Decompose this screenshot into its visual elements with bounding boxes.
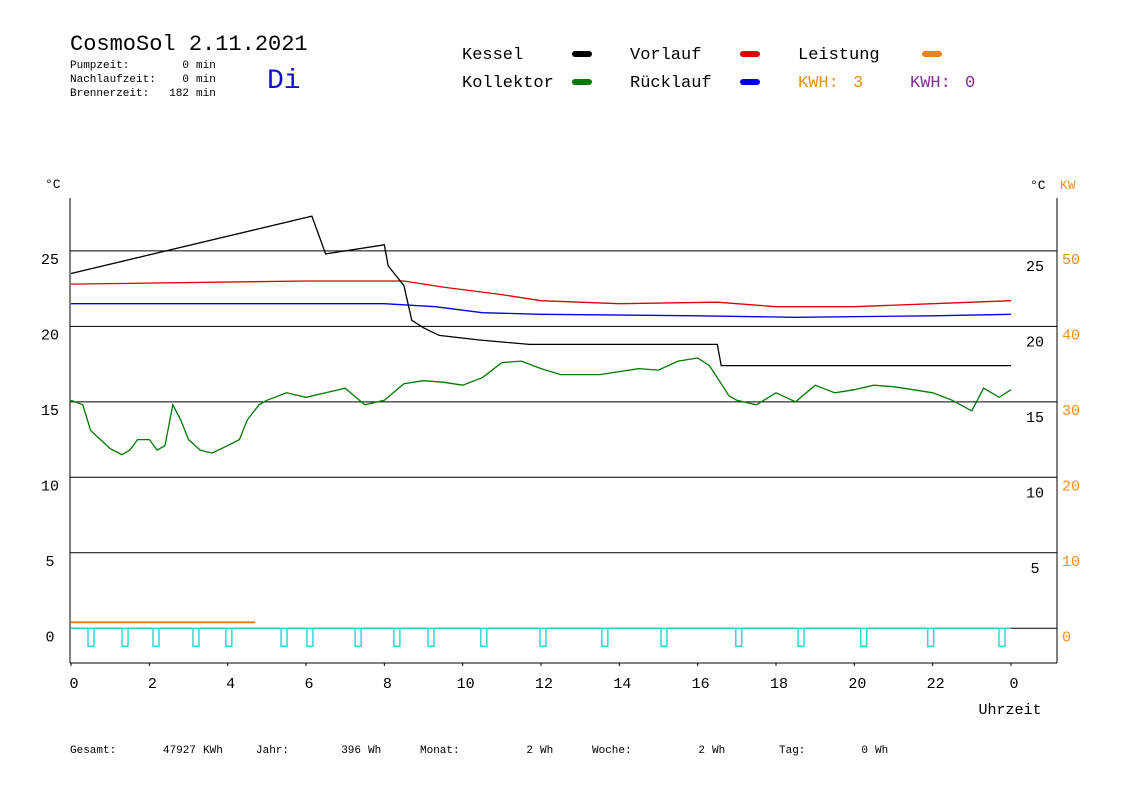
series-line	[70, 357, 1012, 456]
legend-label: Kessel	[462, 46, 523, 65]
legend-label: Leistung	[798, 46, 880, 65]
pump-pulse	[121, 627, 129, 648]
y-tick-label: 20	[41, 327, 59, 344]
footer-unit: Wh	[540, 745, 553, 757]
y-right-tick-label: 15	[1026, 410, 1044, 427]
y2-tick-label: 0	[1062, 629, 1071, 646]
pump-pulse	[280, 627, 288, 648]
series-line	[71, 303, 1012, 318]
y2-tick-label: 10	[1062, 554, 1080, 571]
footer-value: 47927	[163, 745, 196, 757]
x-tick-label: 4	[226, 676, 235, 693]
y-tick-label: 0	[45, 629, 54, 646]
weekday: Di	[267, 66, 301, 97]
x-tick-label: 16	[692, 676, 710, 693]
pump-pulse	[152, 627, 160, 648]
y2-tick-label: 50	[1062, 252, 1080, 269]
footer-value: 0	[861, 745, 868, 757]
x-tick-label: 2	[148, 676, 157, 693]
y2-tick-label: 40	[1062, 327, 1080, 344]
x-tick-label: 18	[770, 676, 788, 693]
pump-pulse	[601, 627, 609, 648]
pump-pulse	[87, 627, 95, 648]
footer-unit: Wh	[875, 745, 888, 757]
pump-pulse	[393, 627, 401, 648]
footer-label: Monat:	[420, 745, 460, 757]
stat-unit: min	[196, 88, 216, 100]
title: CosmoSol 2.11.2021	[70, 32, 308, 57]
footer-label: Jahr:	[256, 745, 289, 757]
pump-pulse	[660, 627, 668, 648]
pump-pulse	[797, 627, 805, 648]
kwh-label: KWH:	[798, 74, 839, 93]
series-line	[70, 280, 1012, 308]
y2-tick-label: 30	[1062, 403, 1080, 420]
x-tick-label: 14	[613, 676, 631, 693]
x-tick-label: 20	[848, 676, 866, 693]
legend-label: Kollektor	[462, 74, 554, 93]
y-right-tick-label: 20	[1026, 334, 1044, 351]
y-tick-label: 25	[41, 252, 59, 269]
stat-value: 0	[182, 74, 189, 86]
y-tick-label: 15	[41, 403, 59, 420]
pump-pulse	[306, 627, 314, 648]
x-axis-label: Uhrzeit	[978, 702, 1041, 719]
y2-axis-label: KW	[1060, 178, 1076, 193]
y-tick-label: 5	[45, 554, 54, 571]
legend-label: Vorlauf	[630, 46, 701, 65]
x-tick-label: 6	[304, 676, 313, 693]
footer-label: Tag:	[779, 745, 805, 757]
kwh-value: 0	[965, 74, 975, 93]
pump-pulse	[192, 627, 200, 648]
y-right-tick-label: 5	[1030, 561, 1039, 578]
y-tick-label: 10	[41, 478, 59, 495]
footer-unit: Wh	[368, 745, 381, 757]
footer-value: 396	[341, 745, 361, 757]
stat-value: 0	[182, 60, 189, 72]
footer-label: Woche:	[592, 745, 632, 757]
series-line	[70, 215, 1011, 367]
pump-pulse	[539, 627, 547, 648]
y-axis-label: °C	[45, 177, 61, 192]
y2-tick-label: 20	[1062, 478, 1080, 495]
stat-label: Brennerzeit:	[70, 88, 149, 100]
legend-label: Rücklauf	[630, 74, 712, 93]
pump-pulse	[354, 627, 362, 648]
pump-pulse	[859, 627, 868, 648]
pump-pulse	[735, 627, 743, 648]
stat-label: Nachlaufzeit:	[70, 74, 156, 86]
kwh-label: KWH:	[910, 74, 951, 93]
pump-pulse	[926, 627, 935, 648]
pump-pulse	[998, 627, 1006, 648]
kwh-value: 3	[853, 74, 863, 93]
footer-value: 2	[698, 745, 705, 757]
y-right-label: °C	[1030, 178, 1046, 193]
stat-value: 182	[169, 88, 189, 100]
x-tick-label: 22	[927, 676, 945, 693]
pump-pulse	[427, 627, 435, 648]
footer-value: 2	[526, 745, 533, 757]
x-tick-label: 12	[535, 676, 553, 693]
footer-unit: KWh	[203, 745, 223, 757]
stat-unit: min	[196, 60, 216, 72]
footer-unit: Wh	[712, 745, 725, 757]
x-tick-label: 0	[69, 676, 78, 693]
x-tick-label: 8	[383, 676, 392, 693]
x-tick-label: 0	[1009, 676, 1018, 693]
stat-unit: min	[196, 74, 216, 86]
y-right-tick-label: 10	[1026, 485, 1044, 502]
x-tick-label: 10	[457, 676, 475, 693]
y-right-tick-label: 25	[1026, 259, 1044, 276]
footer-label: Gesamt:	[70, 745, 116, 757]
pump-pulse	[480, 627, 488, 648]
pump-pulse	[225, 627, 233, 648]
stat-label: Pumpzeit:	[70, 60, 129, 72]
